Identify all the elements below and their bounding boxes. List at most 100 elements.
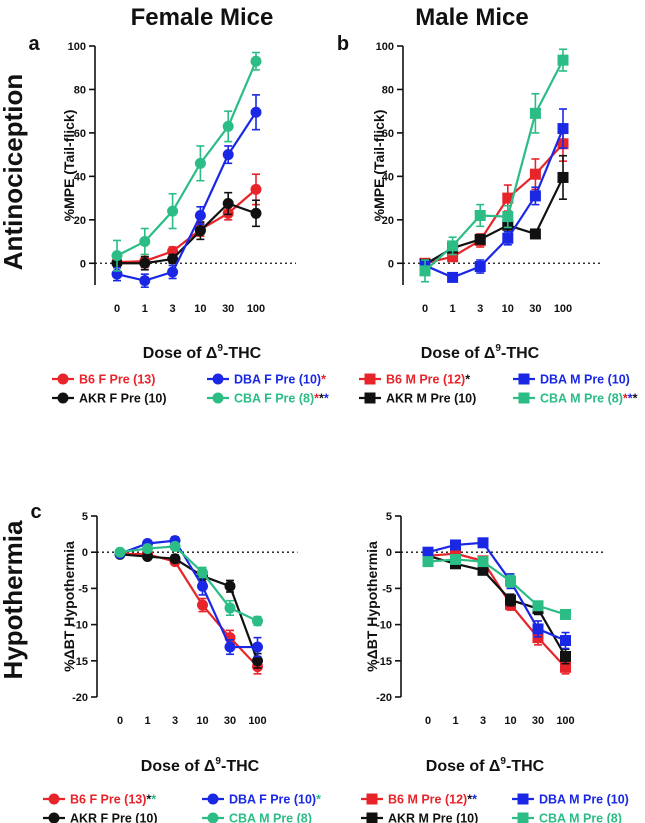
x-axis-label-suffix: -THC [223, 345, 262, 362]
x-tick-label: 30 [224, 715, 236, 727]
data-point [197, 599, 208, 611]
legend-label: CBA F Pre (8)*** [234, 392, 329, 406]
legend-marker [48, 793, 60, 805]
y-tick-label: -20 [72, 692, 88, 704]
y-tick-label: 5 [386, 511, 392, 523]
legend-item-cba: CBA M Pre (8) [202, 812, 312, 823]
significance-star: * [146, 793, 151, 807]
panel-letter: c [30, 501, 41, 523]
legend-marker [364, 392, 376, 404]
legend-label-text: DBA M Pre (10) [540, 373, 630, 387]
x-tick-label: 3 [480, 715, 486, 727]
x-axis-label-suffix: -THC [506, 758, 545, 775]
data-point [139, 275, 151, 287]
legend-marker [207, 793, 219, 805]
x-tick-label: 10 [502, 303, 514, 315]
x-tick-label: 100 [556, 715, 574, 727]
data-point [502, 211, 514, 223]
data-point [477, 537, 489, 549]
series-line-dba [116, 111, 257, 282]
data-point [557, 123, 569, 135]
data-point [450, 553, 461, 565]
series-dba [114, 535, 263, 658]
significance-star: * [472, 793, 477, 807]
x-axis-label-sup: 9 [217, 343, 223, 354]
data-point [502, 232, 514, 244]
data-point [505, 594, 516, 606]
data-point [529, 228, 541, 240]
x-axis-label: Dose of Δ9-THC [421, 343, 540, 362]
x-tick-label: 30 [529, 303, 541, 315]
legend-item-b6: B6 M Pre (12)** [361, 793, 477, 807]
y-tick-label: 0 [82, 547, 88, 559]
significance-star: * [319, 392, 324, 406]
y-tick-label: 60 [382, 128, 394, 140]
legend-marker [366, 812, 378, 823]
y-tick-label: 100 [376, 41, 394, 53]
data-point [422, 546, 434, 558]
legend-marker [364, 373, 376, 385]
data-point [169, 540, 181, 552]
data-point [224, 580, 236, 592]
legend-item-dba: DBA M Pre (10) [512, 793, 629, 807]
data-point [557, 171, 569, 183]
x-axis-label: Dose of Δ9-THC [141, 756, 260, 775]
legend-label: B6 F Pre (13) [79, 373, 155, 387]
legend-label-text: B6 M Pre (12) [386, 373, 465, 387]
y-axis-label: %MPE (Tail-flick) [371, 110, 387, 222]
header-male: Male Mice [415, 4, 528, 31]
data-point [194, 209, 206, 221]
series-line-dba [427, 541, 566, 642]
data-point [560, 635, 571, 647]
x-tick-label: 100 [554, 303, 572, 315]
x-axis-label: Dose of Δ9-THC [426, 756, 545, 775]
data-point [529, 190, 541, 202]
y-tick-label: 60 [74, 128, 86, 140]
data-point [142, 543, 153, 555]
legend-label-text: AKR M Pre (10) [386, 392, 476, 406]
x-axis-label-prefix: Dose of Δ [421, 345, 496, 362]
data-point [222, 120, 234, 132]
x-tick-label: 0 [422, 303, 428, 315]
legend-label-text: DBA M Pre (10) [539, 793, 629, 807]
x-tick-label: 0 [117, 715, 123, 727]
data-point [197, 566, 208, 578]
legend-item-akr: AKR M Pre (10) [359, 392, 476, 406]
x-tick-label: 1 [450, 303, 456, 315]
legend-marker [48, 812, 60, 823]
y-tick-label: 0 [388, 258, 394, 270]
y-tick-label: -10 [72, 620, 88, 632]
data-point [447, 240, 459, 252]
y-tick-label: -15 [376, 656, 392, 668]
significance-star: * [623, 392, 628, 406]
data-point [224, 641, 236, 653]
legend-marker [517, 793, 529, 805]
data-point [222, 198, 234, 210]
legend-item-akr: AKR F Pre (10) [52, 392, 167, 406]
y-tick-label: 20 [74, 215, 86, 227]
legend-label-text: CBA M Pre (8) [540, 392, 623, 406]
x-tick-label: 3 [172, 715, 178, 727]
data-point [197, 580, 208, 592]
series-line-b6 [116, 188, 257, 264]
data-point [505, 575, 516, 587]
legend-item-b6: B6 F Pre (13)** [43, 793, 156, 807]
legend-item-cba: CBA F Pre (8)*** [207, 392, 329, 406]
chart-panel-a: a 0 20 40 60 80 100 %MPE (Tail-flick) 0 1 3 10 30 100… [28, 33, 328, 406]
legend-label: DBA F Pre (10)* [229, 793, 321, 807]
data-point [557, 54, 569, 66]
y-axis-label: %ΔBT Hypothermia [61, 541, 77, 672]
significance-star: * [151, 793, 156, 807]
significance-star: * [324, 392, 329, 406]
x-tick-label: 100 [248, 715, 266, 727]
data-point [474, 209, 486, 221]
legend-label-text: CBA M Pre (8) [229, 812, 312, 823]
legend-label-text: B6 F Pre (13) [70, 793, 146, 807]
legend-label: AKR M Pre (10) [388, 812, 478, 823]
data-point [111, 250, 123, 262]
x-axis-label-sup: 9 [500, 756, 506, 767]
series-cba [114, 540, 263, 627]
data-point [139, 257, 151, 269]
significance-star: * [316, 793, 321, 807]
